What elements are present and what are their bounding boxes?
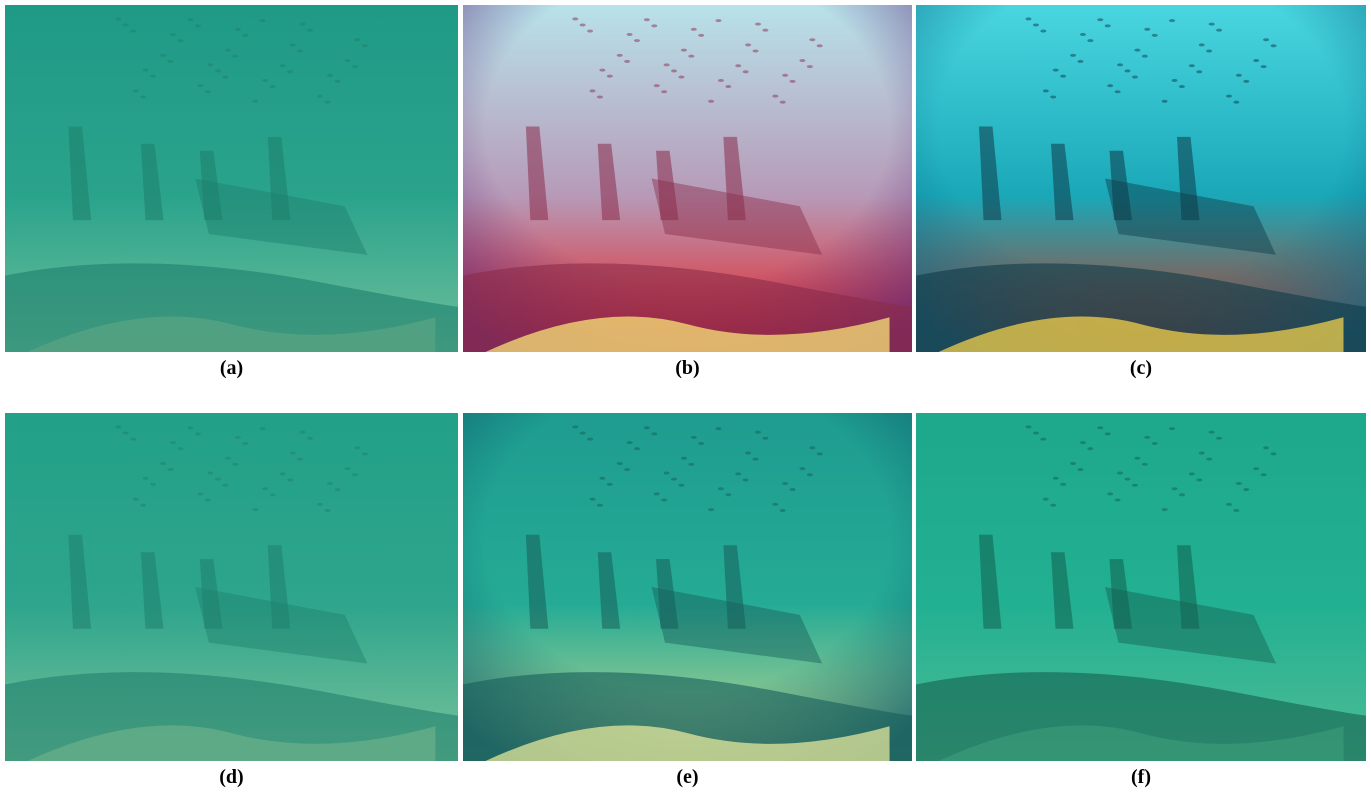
- underwater-image: [463, 5, 912, 352]
- figure: (a)(b)(c) (d)(e)(f): [0, 0, 1371, 796]
- underwater-image: [916, 5, 1366, 352]
- panel: (e): [463, 413, 912, 791]
- panel: (d): [5, 413, 458, 791]
- underwater-image: [463, 413, 912, 761]
- underwater-image: [5, 5, 458, 352]
- panel-label: (d): [5, 766, 458, 789]
- panel-label: (c): [916, 357, 1366, 380]
- panel: (c): [916, 5, 1366, 382]
- panel-label: (f): [916, 766, 1366, 789]
- panel-label: (a): [5, 357, 458, 380]
- panel-label: (e): [463, 766, 912, 789]
- panel-label: (b): [463, 357, 912, 380]
- underwater-image: [916, 413, 1366, 761]
- panel: (b): [463, 5, 912, 382]
- underwater-image: [5, 413, 458, 761]
- panel: (f): [916, 413, 1366, 791]
- panel: (a): [5, 5, 458, 382]
